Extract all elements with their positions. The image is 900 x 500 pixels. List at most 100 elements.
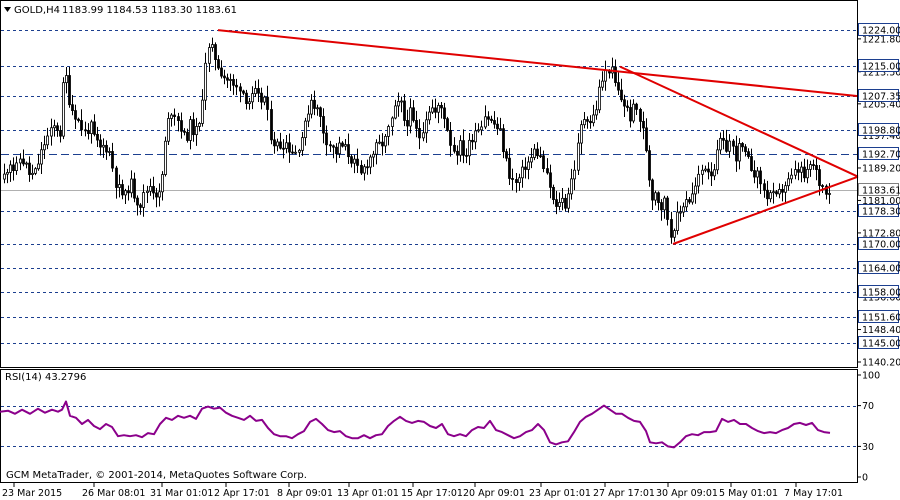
price-candles [3,37,831,244]
candle [564,194,567,212]
candle [775,189,778,197]
candle [298,148,301,157]
candle-body [325,132,328,146]
candle-body [620,89,623,101]
candle [366,159,369,175]
candle-body [124,190,127,196]
candle [158,183,161,207]
candle [186,128,189,143]
candle [505,148,508,162]
level-tag-label: 1207.35 [862,92,900,103]
candle [493,111,496,129]
candle [756,167,759,189]
candle [93,114,96,137]
candle [815,158,818,181]
candle [784,181,787,204]
candle [666,195,669,226]
candle-body [468,139,471,157]
candle-body [527,161,530,170]
candle [53,119,56,137]
candle-body [654,192,657,201]
candle-body [713,169,716,177]
candle [719,132,722,155]
level-tag: 1192.70 [858,147,900,161]
candle [242,89,245,96]
candle [685,191,688,212]
level-tag-label: 1145.00 [862,339,900,350]
candle-body [635,103,638,110]
candle-body [164,140,167,175]
rsi-pane[interactable]: RSI(14) 43.2796 GCM MetaTrader, © 2001-2… [0,369,858,483]
candle-body [583,119,586,126]
candle-body [71,104,74,111]
candle [763,179,766,198]
candle-body [105,144,108,153]
candle-body [115,167,118,188]
candle [635,102,638,115]
candle-body [195,126,198,136]
candle-body [263,96,266,103]
candle-body [484,116,487,128]
candle [434,98,437,119]
candle [418,119,421,150]
candle [161,171,164,201]
candle [645,118,648,153]
candle [146,185,149,204]
candle [282,139,285,159]
candle-body [732,140,735,147]
candle-body [121,184,124,196]
candle-body [409,107,412,127]
candle-body [183,130,186,133]
candle [335,143,338,163]
candle [173,108,176,126]
level-tag-box [858,183,899,196]
candle [589,115,592,129]
candle-body [477,129,480,132]
candle-body [694,185,697,195]
candle [43,135,46,160]
candle [254,80,257,97]
candle-body [394,105,397,119]
candle [46,127,49,150]
candle-body [149,186,152,192]
candle-body [577,142,580,171]
price-pane[interactable] [0,0,859,368]
candle-body [177,116,180,121]
candle [360,160,363,176]
candle [226,73,229,88]
candle [546,158,549,175]
price-tick-label: 1205.40 [862,99,900,110]
candle-body [353,158,356,164]
candle [539,146,542,159]
candle-body [43,144,46,151]
candle-body [189,119,192,141]
candle [22,149,25,167]
candle [766,180,769,206]
candle [425,111,428,143]
candle [738,138,741,170]
candle-body [741,143,744,148]
candle [570,168,573,200]
candle [192,112,195,142]
candle [691,182,694,205]
trendlines[interactable] [217,29,859,245]
candle-body [242,90,245,94]
candle [412,100,415,123]
candle [496,117,499,136]
candle-body [679,211,682,214]
candle-body [623,99,626,107]
candle-body [276,141,279,147]
rsi-axis: 100 70 30 0 [857,371,880,484]
candle [353,155,356,174]
candle [279,132,282,150]
candle [772,182,775,204]
candle-body [356,158,359,166]
candle-body [307,113,310,122]
candle [694,177,697,204]
candle-body [291,151,294,154]
triangle-down-icon[interactable] [4,7,11,12]
candle-body [108,151,111,153]
candle-body [170,114,173,119]
candle-body [400,100,403,103]
